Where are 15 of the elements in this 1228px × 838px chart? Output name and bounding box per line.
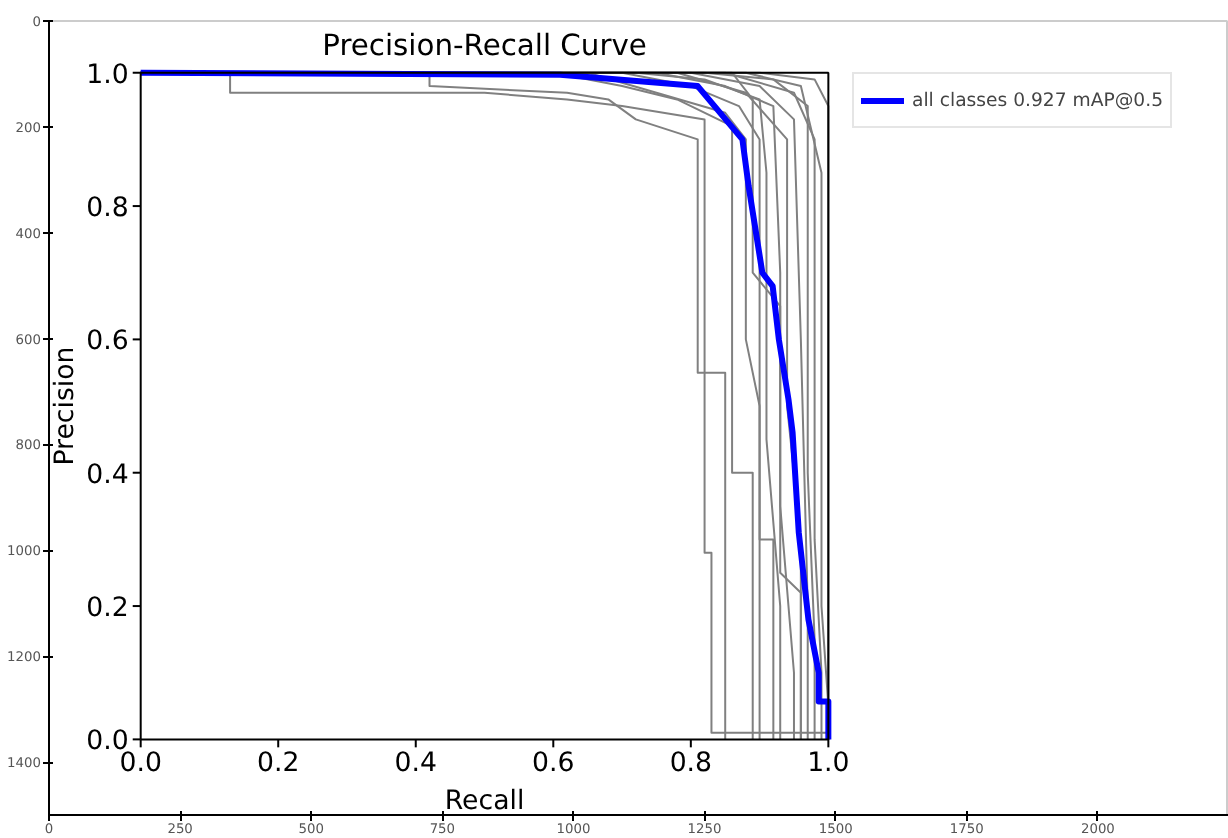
y-axis-title: Precision xyxy=(50,346,81,466)
y-tick-label: 0.2 xyxy=(86,594,129,625)
y-tick-label: 1.0 xyxy=(86,60,129,91)
y-tick-label: 0.8 xyxy=(86,194,129,225)
x-tick-label: 0.2 xyxy=(257,749,300,780)
x-tick-label: 1.0 xyxy=(807,749,850,780)
x-tick-label: 0.4 xyxy=(394,749,437,780)
x-tick-label: 0.6 xyxy=(532,749,575,780)
y-tick-label: 0.6 xyxy=(86,327,129,358)
x-tick-label: 0.0 xyxy=(119,749,162,780)
legend-label: all classes 0.927 mAP@0.5 xyxy=(912,89,1164,111)
y-tick-label: 0.4 xyxy=(86,460,129,491)
chart-title: Precision-Recall Curve xyxy=(322,28,647,63)
x-tick-label: 0.8 xyxy=(669,749,713,780)
x-axis-title: Recall xyxy=(444,787,525,818)
